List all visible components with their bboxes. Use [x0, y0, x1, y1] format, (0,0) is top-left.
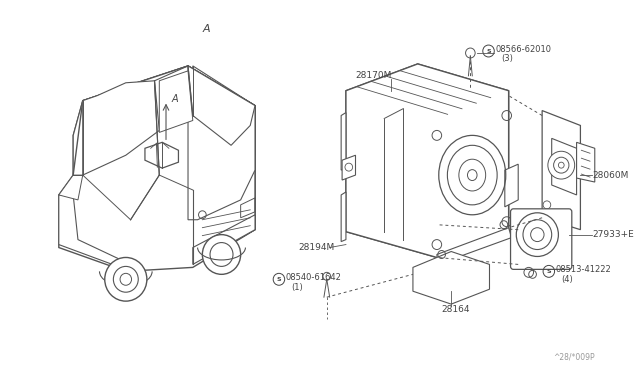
Polygon shape — [341, 192, 346, 241]
Polygon shape — [145, 142, 179, 168]
Polygon shape — [73, 66, 255, 220]
Text: (3): (3) — [501, 54, 513, 64]
Text: 27933+E: 27933+E — [593, 230, 635, 239]
Text: (1): (1) — [291, 283, 303, 292]
Text: S: S — [486, 48, 491, 54]
Polygon shape — [542, 110, 580, 230]
Text: 08513-41222: 08513-41222 — [556, 265, 611, 274]
Polygon shape — [193, 215, 255, 264]
Polygon shape — [413, 251, 490, 304]
Polygon shape — [188, 66, 255, 145]
Text: S: S — [276, 277, 281, 282]
Polygon shape — [505, 164, 518, 207]
Polygon shape — [342, 155, 355, 180]
Polygon shape — [83, 81, 159, 175]
Polygon shape — [59, 195, 131, 269]
Polygon shape — [341, 113, 346, 170]
Polygon shape — [437, 91, 509, 257]
Polygon shape — [159, 71, 193, 132]
Circle shape — [548, 151, 575, 179]
Text: A: A — [172, 94, 179, 104]
Text: S: S — [547, 269, 551, 274]
FancyBboxPatch shape — [511, 209, 572, 269]
Text: ^28/*009P: ^28/*009P — [553, 352, 595, 361]
Polygon shape — [346, 64, 509, 257]
Polygon shape — [552, 138, 577, 195]
Polygon shape — [577, 142, 595, 182]
Polygon shape — [59, 175, 83, 200]
Polygon shape — [346, 91, 437, 257]
Polygon shape — [73, 66, 255, 269]
Text: A: A — [202, 24, 210, 34]
Circle shape — [105, 257, 147, 301]
Circle shape — [202, 235, 241, 274]
Polygon shape — [193, 66, 255, 264]
Text: 28170M: 28170M — [355, 71, 392, 80]
Text: (4): (4) — [561, 275, 573, 284]
Polygon shape — [59, 66, 255, 271]
Text: 28060M: 28060M — [593, 171, 629, 180]
Text: 08566-62010: 08566-62010 — [495, 45, 551, 54]
Polygon shape — [346, 64, 509, 119]
Polygon shape — [437, 228, 511, 264]
Text: 28194M: 28194M — [298, 243, 334, 252]
Text: 08540-61642: 08540-61642 — [285, 273, 342, 282]
Polygon shape — [188, 66, 255, 220]
Text: 28164: 28164 — [442, 305, 470, 314]
